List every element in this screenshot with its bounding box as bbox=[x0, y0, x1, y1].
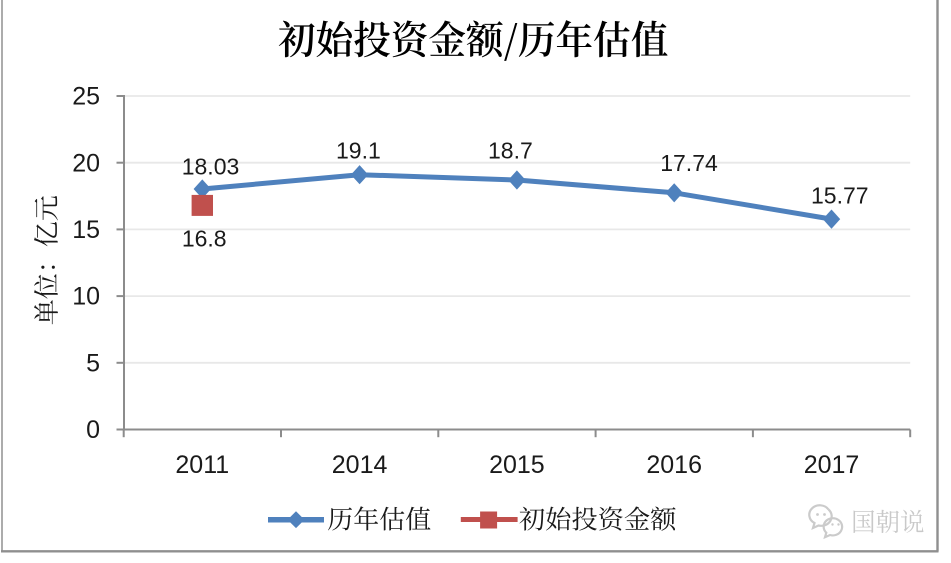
svg-text:18.7: 18.7 bbox=[488, 138, 533, 164]
svg-text:10: 10 bbox=[72, 283, 100, 311]
svg-text:17.74: 17.74 bbox=[660, 150, 718, 176]
svg-text:2011: 2011 bbox=[175, 451, 229, 479]
svg-text:20: 20 bbox=[72, 149, 100, 177]
svg-text:2015: 2015 bbox=[489, 451, 545, 479]
svg-text:2016: 2016 bbox=[646, 451, 702, 479]
svg-text:18.03: 18.03 bbox=[182, 154, 240, 180]
svg-text:2017: 2017 bbox=[804, 451, 860, 479]
svg-text:5: 5 bbox=[86, 349, 100, 377]
svg-text:0: 0 bbox=[86, 416, 100, 444]
svg-text:15.77: 15.77 bbox=[811, 183, 869, 209]
svg-text:25: 25 bbox=[72, 83, 100, 111]
svg-text:2014: 2014 bbox=[332, 451, 388, 479]
svg-text:16.8: 16.8 bbox=[182, 226, 227, 252]
svg-text:19.1: 19.1 bbox=[336, 138, 381, 164]
svg-text:15: 15 bbox=[72, 216, 100, 244]
